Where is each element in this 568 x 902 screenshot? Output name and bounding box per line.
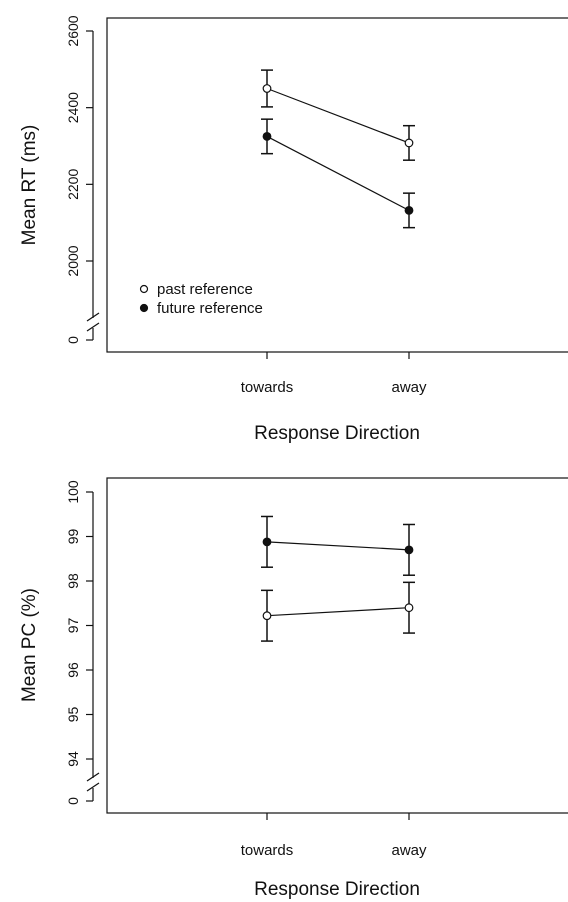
axis-break-mark-lower: [86, 322, 100, 332]
y-axis-title: Mean RT (ms): [19, 125, 40, 246]
axis-break-mark-upper: [86, 772, 100, 782]
data-point: [404, 545, 414, 555]
y-ticks: 0 94 95 96 97 98 99 100: [65, 480, 93, 805]
series-line: [266, 541, 410, 551]
series-layer: [261, 69, 415, 229]
y-tick-label: 100: [65, 480, 81, 504]
axis-break-mark-lower: [86, 782, 100, 792]
y-tick-label: 94: [65, 751, 81, 767]
series-line: [266, 607, 410, 617]
legend-marker-filled-circle: [139, 303, 149, 313]
legend-marker-open-circle: [139, 284, 149, 294]
data-point: [404, 603, 414, 613]
legend: past reference future reference: [139, 281, 263, 317]
data-point: [262, 132, 272, 141]
chart-mean-pc: towards away Response Direction Mean PC …: [19, 477, 568, 900]
data-point: [262, 611, 272, 621]
plot-frame: [106, 17, 568, 353]
series-layer: [261, 515, 415, 642]
x-tick-label: towards: [241, 842, 294, 859]
series-line: [266, 135, 410, 211]
y-ticks: 0 2000 2200 2400 2600: [65, 15, 93, 344]
y-tick-label: 0: [65, 336, 81, 344]
data-point: [262, 537, 272, 547]
plot-frame: [106, 477, 568, 814]
x-axis-title: Response Direction: [254, 423, 420, 444]
y-tick-label: 2200: [65, 169, 81, 200]
y-tick-label: 97: [65, 618, 81, 634]
legend-label: past reference: [157, 281, 253, 298]
y-tick-label: 2000: [65, 245, 81, 276]
y-tick-label: 2400: [65, 92, 81, 123]
y-tick-label: 95: [65, 707, 81, 723]
x-tick-label: away: [391, 842, 427, 859]
series-line: [266, 87, 410, 144]
y-axis-title: Mean PC (%): [19, 588, 40, 702]
x-tick-label: towards: [241, 379, 294, 396]
data-point: [404, 205, 414, 215]
data-point: [262, 84, 272, 93]
axis-break-mark-upper: [86, 312, 100, 322]
y-tick-label: 96: [65, 662, 81, 678]
chart-mean-rt: towards away Response Direction Mean RT …: [19, 15, 568, 444]
y-tick-label: 0: [65, 797, 81, 805]
y-tick-label: 98: [65, 573, 81, 589]
y-tick-label: 2600: [65, 15, 81, 46]
legend-label: future reference: [157, 300, 263, 317]
y-tick-label: 99: [65, 529, 81, 545]
x-axis-title: Response Direction: [254, 879, 420, 900]
x-tick-label: away: [391, 379, 427, 396]
data-point: [404, 138, 414, 148]
